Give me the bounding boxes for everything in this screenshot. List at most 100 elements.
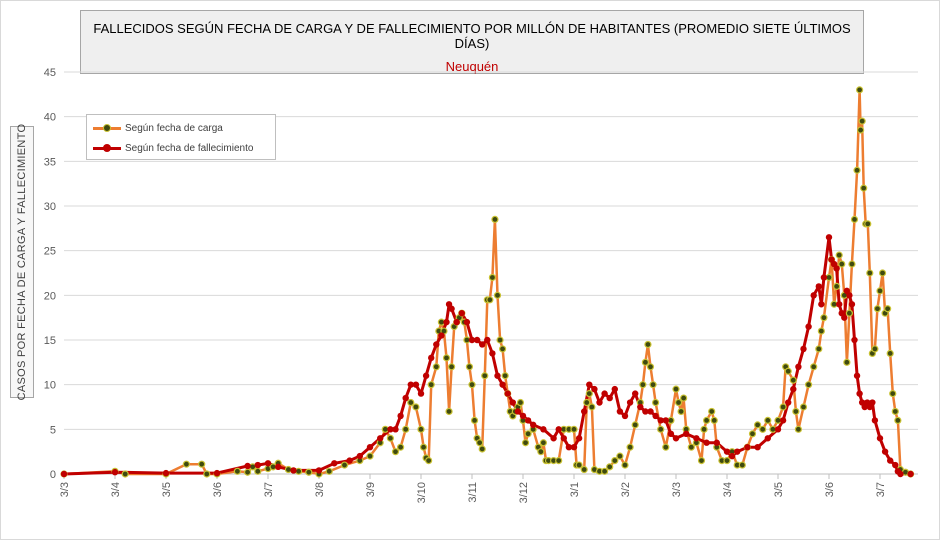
legend-item-carga: Según fecha de carga bbox=[93, 121, 223, 135]
point-carga bbox=[792, 407, 800, 416]
point-fallecimiento bbox=[519, 412, 527, 420]
point-fallecimiento bbox=[581, 408, 588, 415]
point-carga bbox=[687, 443, 695, 451]
point-carga bbox=[496, 336, 504, 344]
point-carga bbox=[799, 403, 808, 411]
point-carga bbox=[649, 381, 657, 389]
point-fallecimiento bbox=[596, 399, 603, 406]
point-carga bbox=[478, 445, 486, 453]
point-carga bbox=[491, 215, 499, 223]
point-carga bbox=[386, 434, 394, 442]
y-tick-label: 5 bbox=[50, 424, 56, 436]
x-tick-label: 3/3 bbox=[671, 482, 683, 497]
point-fallecimiento bbox=[601, 390, 608, 397]
point-carga bbox=[445, 407, 453, 416]
point-carga bbox=[764, 416, 772, 424]
point-carga bbox=[501, 372, 509, 380]
y-tick-label: 25 bbox=[44, 246, 56, 258]
point-fallecimiento bbox=[836, 301, 843, 308]
chart-subtitle: Neuquén bbox=[445, 59, 499, 74]
x-tick-label: 3/6 bbox=[824, 482, 836, 497]
point-carga bbox=[555, 457, 563, 465]
point-fallecimiento bbox=[672, 435, 680, 442]
point-fallecimiento bbox=[443, 318, 450, 326]
x-tick-label: 3/8 bbox=[314, 482, 326, 497]
point-fallecimiento bbox=[540, 426, 547, 433]
point-carga bbox=[850, 215, 859, 223]
point-carga bbox=[677, 407, 685, 416]
point-carga bbox=[402, 425, 410, 433]
point-fallecimiento bbox=[744, 444, 751, 451]
point-carga bbox=[789, 376, 797, 384]
point-fallecimiento bbox=[810, 292, 817, 299]
point-carga bbox=[244, 468, 252, 476]
y-tick-label: 40 bbox=[44, 112, 56, 124]
point-fallecimiento bbox=[621, 412, 629, 420]
point-fallecimiento bbox=[764, 435, 771, 442]
point-carga bbox=[738, 461, 746, 469]
point-carga bbox=[425, 457, 433, 465]
legend-marker-carga bbox=[103, 124, 111, 132]
point-carga bbox=[488, 273, 496, 282]
point-carga bbox=[427, 381, 435, 389]
legend-label-carga: Según fecha de carga bbox=[125, 122, 223, 134]
point-carga bbox=[340, 461, 349, 469]
point-fallecimiento bbox=[785, 399, 792, 406]
point-fallecimiento bbox=[728, 452, 736, 460]
point-fallecimiento bbox=[606, 394, 613, 402]
point-fallecimiento bbox=[504, 390, 511, 397]
point-fallecimiento bbox=[815, 283, 822, 290]
chart-legend: Según fecha de carga Según fecha de fall… bbox=[86, 114, 276, 160]
point-carga bbox=[486, 296, 494, 304]
point-fallecimiento bbox=[575, 435, 583, 442]
point-fallecimiento bbox=[499, 381, 506, 388]
point-fallecimiento bbox=[779, 417, 787, 424]
point-carga bbox=[866, 269, 874, 277]
point-carga bbox=[521, 439, 530, 447]
point-carga bbox=[366, 452, 374, 460]
point-carga bbox=[580, 465, 588, 474]
point-carga bbox=[860, 184, 868, 192]
point-fallecimiento bbox=[422, 372, 430, 379]
point-fallecimiento bbox=[366, 444, 374, 451]
point-fallecimiento bbox=[479, 341, 486, 348]
point-fallecimiento bbox=[637, 403, 644, 411]
point-fallecimiento bbox=[494, 372, 501, 379]
point-carga bbox=[815, 345, 823, 353]
point-fallecimiento bbox=[774, 426, 782, 433]
point-fallecimiento bbox=[683, 430, 690, 437]
point-carga bbox=[524, 430, 532, 438]
point-carga bbox=[419, 443, 428, 451]
point-carga bbox=[600, 467, 609, 475]
point-carga bbox=[884, 305, 892, 313]
point-fallecimiento bbox=[254, 461, 261, 469]
point-fallecimiento bbox=[790, 385, 797, 393]
point-carga bbox=[470, 416, 479, 424]
point-fallecimiento bbox=[869, 399, 876, 406]
point-fallecimiento bbox=[509, 399, 516, 406]
point-carga bbox=[794, 425, 803, 433]
point-fallecimiento bbox=[392, 426, 399, 433]
point-fallecimiento bbox=[473, 336, 481, 344]
point-carga bbox=[845, 309, 854, 317]
point-carga bbox=[539, 439, 548, 447]
y-axis-label-box: CASOS POR FECHA DE CARGA Y FALLECIMIENTO bbox=[10, 124, 34, 400]
point-carga bbox=[631, 421, 639, 429]
point-fallecimiento bbox=[570, 444, 578, 451]
point-fallecimiento bbox=[290, 467, 297, 474]
point-fallecimiento bbox=[417, 390, 425, 397]
point-fallecimiento bbox=[331, 460, 338, 467]
point-fallecimiento bbox=[876, 435, 884, 442]
point-carga bbox=[442, 354, 451, 362]
title-box: FALLECIDOS SEGÚN FECHA DE CARGA Y DE FAL… bbox=[80, 10, 864, 74]
point-carga bbox=[894, 416, 902, 424]
point-carga bbox=[639, 381, 647, 389]
point-fallecimiento bbox=[591, 385, 598, 393]
point-fallecimiento bbox=[484, 336, 491, 344]
point-carga bbox=[465, 363, 474, 371]
point-fallecimiento bbox=[565, 444, 573, 451]
point-fallecimiento bbox=[632, 390, 639, 397]
point-carga bbox=[417, 425, 425, 433]
point-fallecimiento bbox=[662, 417, 669, 424]
